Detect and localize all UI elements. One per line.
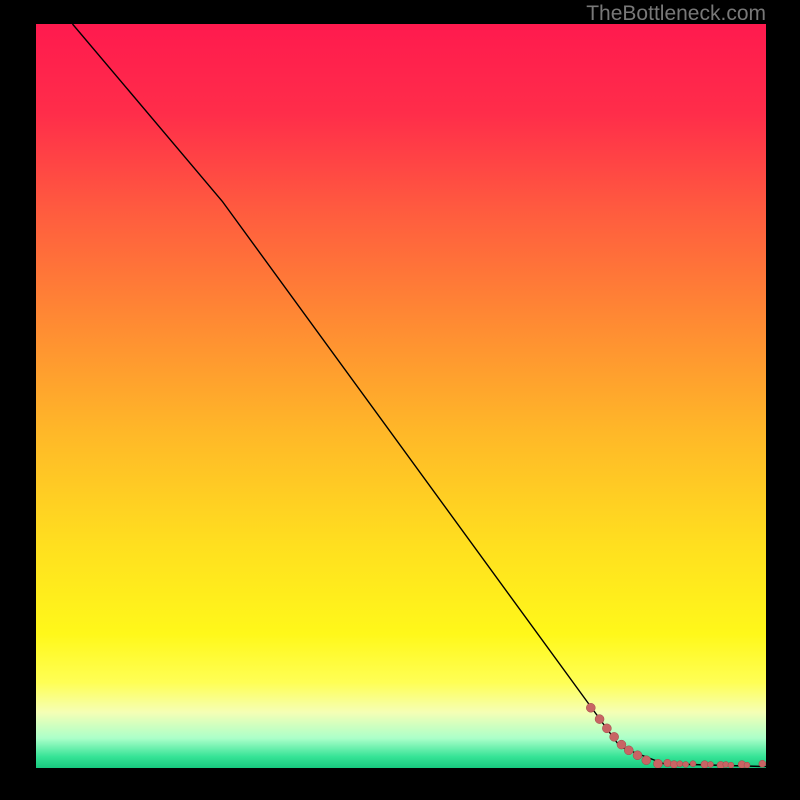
data-marker: [677, 761, 683, 767]
data-marker: [759, 760, 766, 767]
bottleneck-curve: [73, 24, 767, 767]
data-marker: [690, 761, 696, 767]
plot-area: [36, 24, 766, 768]
watermark-text: TheBottleneck.com: [586, 2, 766, 26]
data-marker: [586, 703, 595, 712]
data-marker: [624, 746, 633, 755]
data-marker: [683, 761, 689, 767]
data-marker: [602, 724, 611, 733]
data-marker: [633, 751, 642, 760]
data-marker: [664, 759, 672, 767]
data-marker: [610, 732, 619, 741]
chart-overlay: [36, 24, 766, 768]
data-marker: [642, 756, 651, 765]
data-marker: [653, 759, 662, 768]
data-marker: [708, 761, 714, 767]
data-marker: [617, 740, 626, 749]
chart-container: TheBottleneck.com: [0, 0, 800, 800]
data-marker: [595, 715, 604, 724]
data-marker: [744, 762, 750, 768]
data-marker: [728, 762, 734, 768]
